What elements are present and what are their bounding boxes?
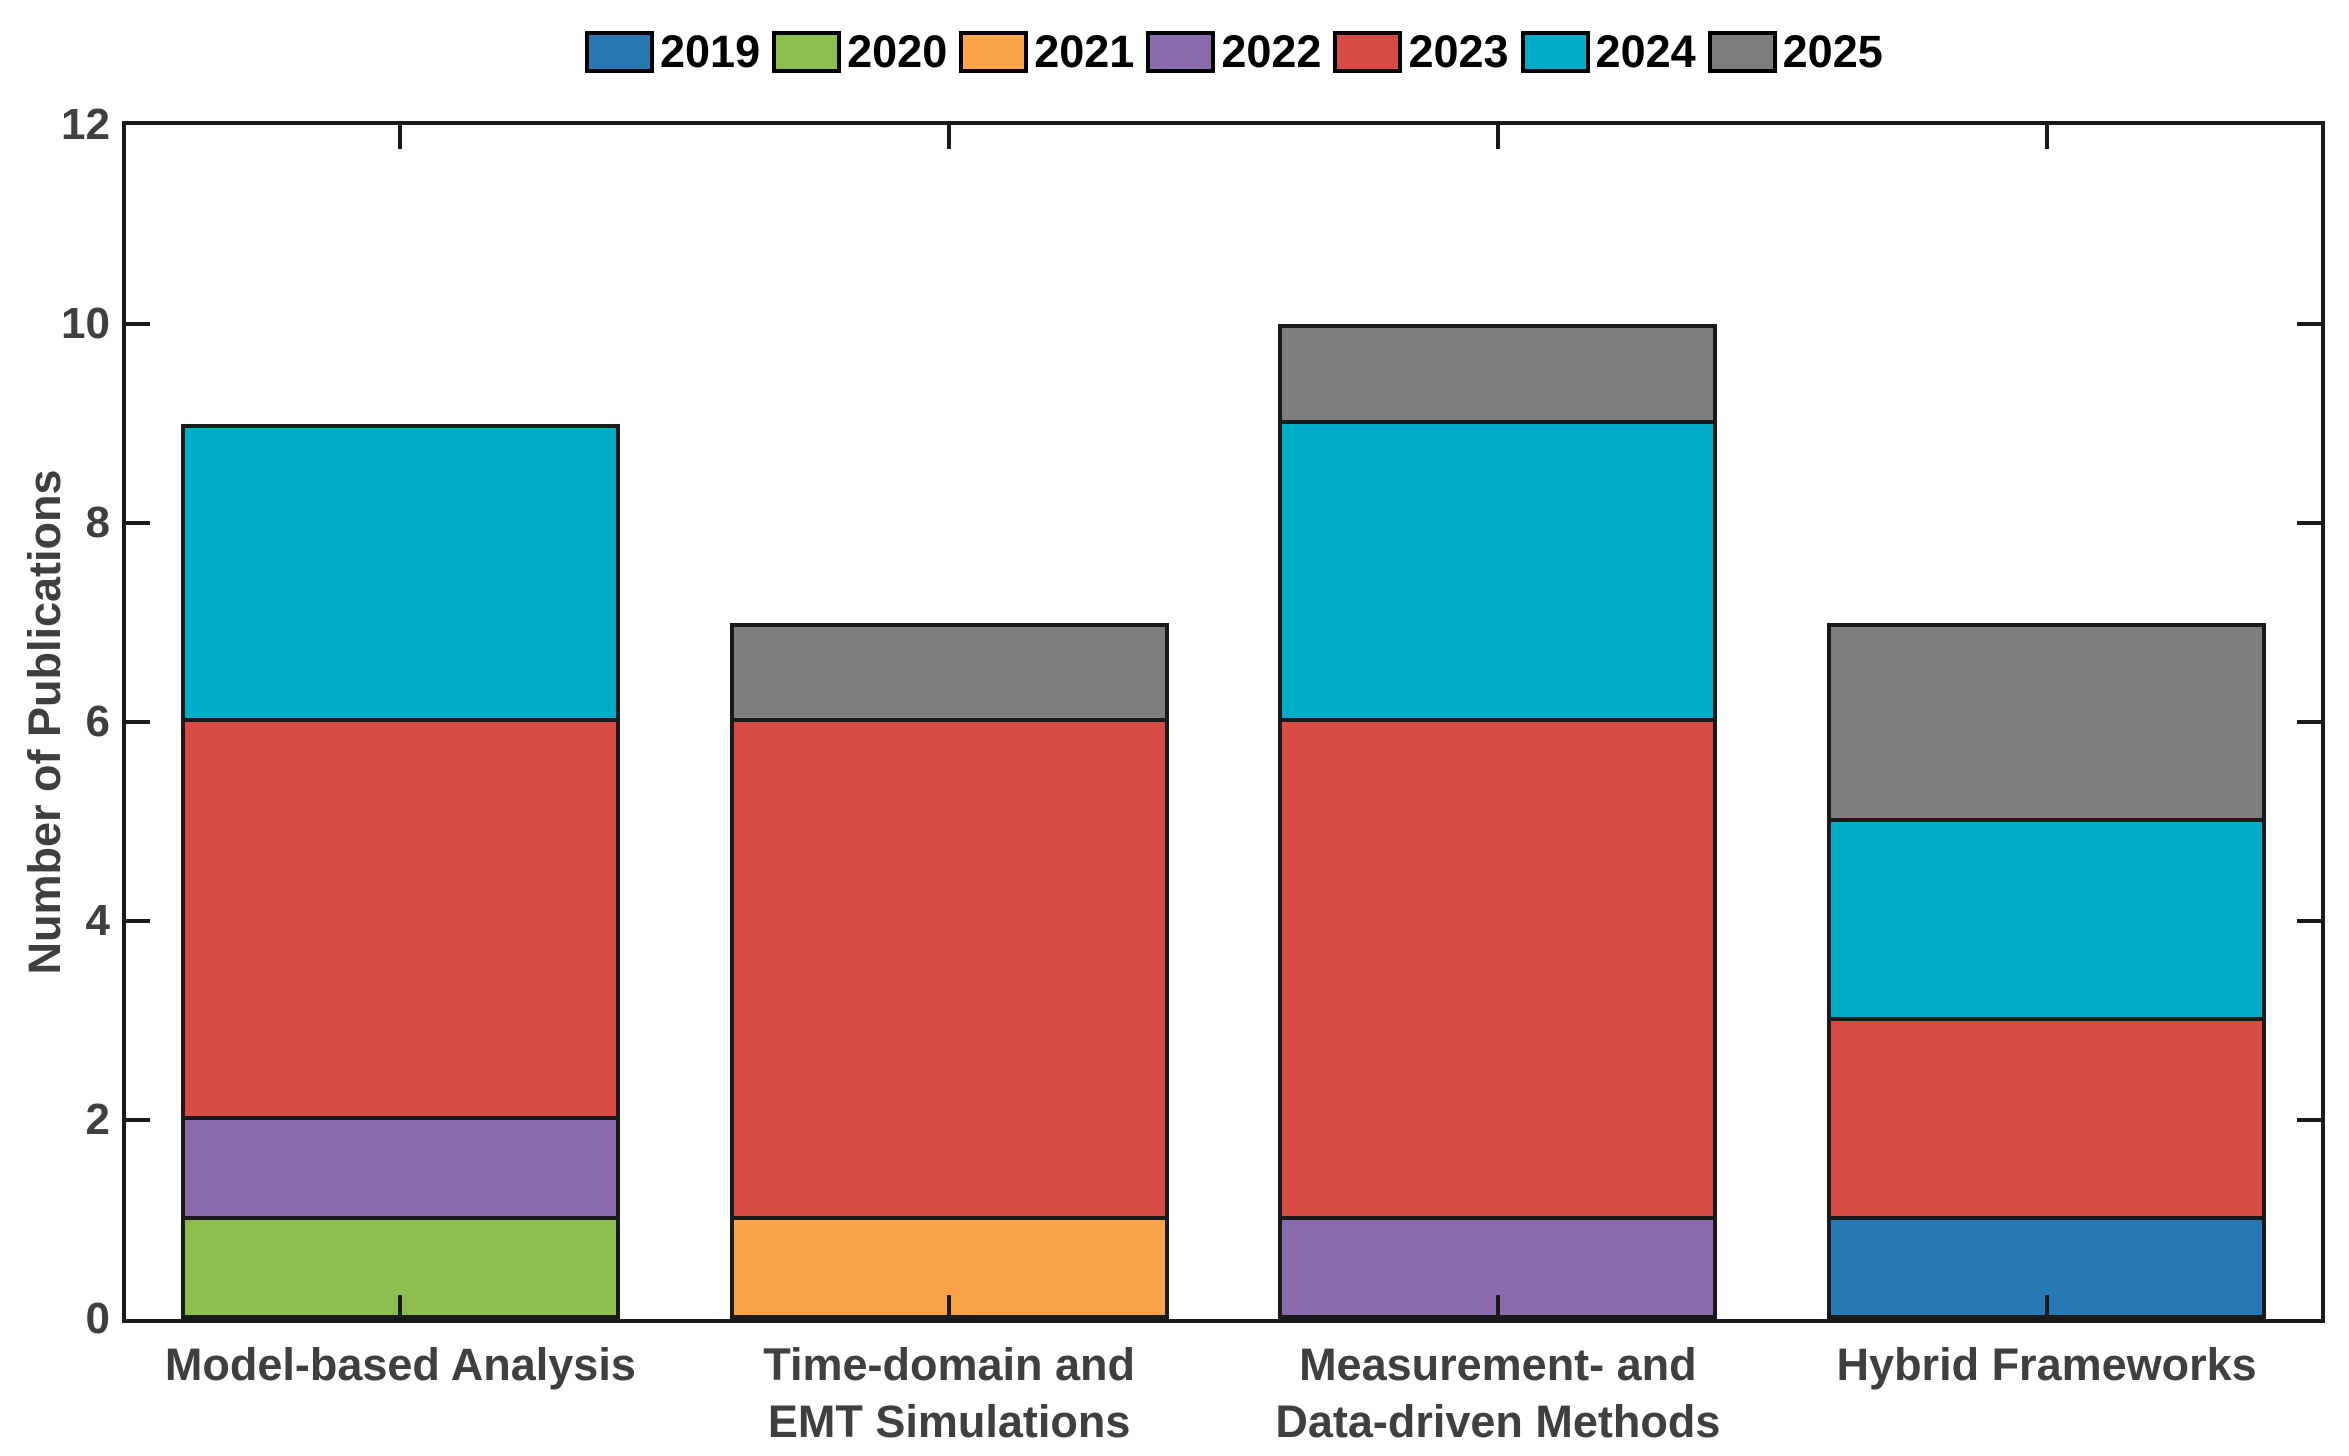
x-tick bbox=[2044, 1295, 2049, 1319]
x-tick bbox=[1495, 1295, 1500, 1319]
legend-label-2021: 2021 bbox=[1034, 26, 1135, 77]
legend-label-2019: 2019 bbox=[660, 26, 761, 77]
bar-segment-2023 bbox=[180, 722, 620, 1120]
y-tick bbox=[126, 521, 150, 525]
bar-segment-2022 bbox=[180, 1120, 620, 1220]
legend-item-2025: 2025 bbox=[1707, 26, 1883, 77]
legend-swatch-2024 bbox=[1520, 30, 1590, 73]
y-tick bbox=[2297, 720, 2321, 724]
y-tick-label: 0 bbox=[85, 1294, 110, 1343]
legend-label-2020: 2020 bbox=[847, 26, 948, 77]
y-tick-label: 4 bbox=[85, 896, 110, 945]
legend-item-2019: 2019 bbox=[585, 29, 760, 74]
x-tick bbox=[1495, 125, 1500, 149]
y-tick-label: 8 bbox=[85, 498, 110, 547]
bar-segment-2023 bbox=[1278, 722, 1718, 1220]
x-tick bbox=[2044, 125, 2049, 149]
y-tick bbox=[126, 1118, 150, 1122]
y-tick-label: 2 bbox=[85, 1095, 110, 1144]
bar-segment-2023 bbox=[729, 722, 1169, 1220]
legend-swatch-2022 bbox=[1146, 30, 1216, 73]
bar-segment-2024 bbox=[180, 423, 620, 722]
legend-swatch-2025 bbox=[1707, 30, 1777, 73]
bar-segment-2025 bbox=[1827, 622, 2267, 822]
legend-label-2024: 2024 bbox=[1595, 26, 1696, 77]
legend-label-2025: 2025 bbox=[1782, 26, 1883, 77]
x-tick bbox=[398, 1295, 403, 1319]
y-tick-label: 6 bbox=[85, 697, 110, 746]
y-tick-label: 12 bbox=[61, 100, 110, 149]
bar-segment-2025 bbox=[729, 622, 1169, 722]
x-tick bbox=[947, 125, 952, 149]
x-tick-label: Model-based Analysis bbox=[164, 1339, 636, 1390]
y-tick-label: 10 bbox=[61, 299, 110, 348]
bar-segment-2023 bbox=[1827, 1020, 2267, 1220]
x-tick-label: Measurement- and Data-driven Methods bbox=[1275, 1339, 1721, 1447]
y-tick bbox=[2297, 322, 2321, 326]
y-tick bbox=[2297, 1118, 2321, 1122]
legend-swatch-2021 bbox=[959, 30, 1029, 73]
y-tick bbox=[126, 919, 150, 923]
legend-item-2023: 2023 bbox=[1333, 26, 1509, 77]
y-tick bbox=[2297, 919, 2321, 923]
legend-label-2023: 2023 bbox=[1408, 26, 1509, 77]
legend-swatch-2020 bbox=[772, 30, 842, 73]
bar-segment-2025 bbox=[1278, 324, 1718, 424]
bar-segment-2024 bbox=[1278, 423, 1718, 722]
legend-item-2020: 2020 bbox=[772, 29, 947, 74]
legend-item-2022: 2022 bbox=[1146, 29, 1321, 74]
x-tick-label: Hybrid Frameworks bbox=[1836, 1339, 2257, 1390]
y-tick bbox=[2297, 521, 2321, 525]
x-tick bbox=[947, 1295, 952, 1319]
bar-segment-2024 bbox=[1827, 821, 2267, 1021]
legend-label-2022: 2022 bbox=[1221, 26, 1322, 77]
y-tick bbox=[126, 322, 150, 326]
legend-item-2024: 2024 bbox=[1520, 26, 1696, 77]
legend-item-2021: 2021 bbox=[959, 29, 1134, 74]
legend: 2019 2020 2021 2022 2023 2024 2025 bbox=[585, 29, 1895, 74]
legend-swatch-2023 bbox=[1333, 30, 1403, 73]
x-tick-label: Time-domain and EMT Simulations bbox=[763, 1339, 1135, 1447]
plot-area bbox=[122, 121, 2325, 1323]
y-tick bbox=[126, 720, 150, 724]
legend-swatch-2019 bbox=[585, 30, 654, 73]
x-tick bbox=[398, 125, 403, 149]
